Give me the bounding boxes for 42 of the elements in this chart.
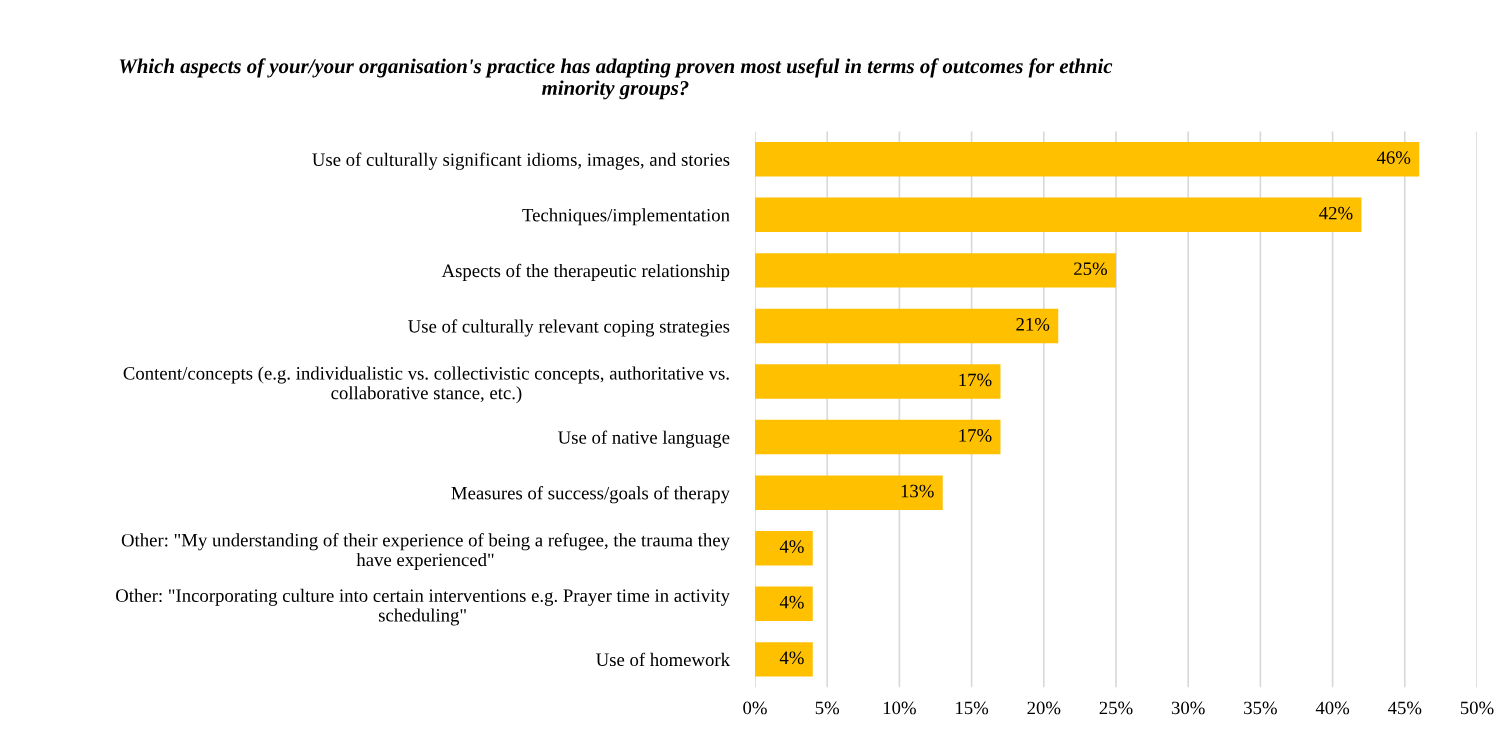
x-tick-label: 40% (1315, 701, 1350, 715)
bar (755, 475, 943, 510)
y-tick-label: Other: "Incorporating culture into certain interventions e.g. Prayer time in activity scheduling" (116, 588, 730, 626)
y-tick-label: Other: "My understanding of their experience of being a refugee, the trauma they have experienced" (121, 533, 730, 570)
data-label: 17% (959, 429, 992, 442)
x-tick-label: 0% (743, 701, 767, 715)
chart-title: Which aspects of your/your organisation's practice has adapting proven most useful in terms of outcomes for ethnic minority groups? (119, 58, 1113, 100)
y-tick-label: Use of native language (558, 430, 730, 448)
data-label: 42% (1319, 206, 1353, 220)
data-label: 4% (779, 651, 804, 665)
data-label: 46% (1376, 151, 1411, 164)
x-tick-label: 25% (1099, 701, 1133, 715)
x-tick-label: 5% (815, 701, 840, 715)
bar (755, 419, 1001, 455)
data-label: 21% (1016, 317, 1050, 331)
y-tick-label: Use of homework (596, 652, 730, 667)
bar (755, 642, 813, 677)
x-tick-label: 50% (1460, 701, 1494, 715)
x-tick-label: 20% (1027, 701, 1061, 715)
bar (755, 364, 1001, 399)
x-tick-label: 15% (956, 701, 989, 715)
y-tick-label: Content/concepts (e.g. individualistic vs. collectivistic concepts, authoritative vs. collaborative stance, etc.) (123, 366, 729, 404)
y-tick-label: Techniques/implementation (522, 208, 730, 226)
y-tick-label: Use of culturally relevant coping strategies (408, 319, 730, 337)
bar (755, 141, 1420, 177)
data-label: 4% (779, 540, 804, 553)
data-label: 17% (959, 373, 992, 387)
y-tick-label: Measures of success/goals of therapy (451, 486, 730, 504)
y-tick-label: Use of culturally significant idioms, images, and stories (312, 152, 730, 170)
data-label: 4% (779, 595, 804, 609)
x-tick-label: 45% (1387, 701, 1422, 715)
bar (755, 253, 1116, 288)
bar (755, 531, 813, 566)
bar (755, 586, 813, 622)
x-tick-label: 35% (1244, 701, 1277, 715)
x-tick-label: 30% (1171, 701, 1205, 715)
data-label: 25% (1074, 262, 1108, 276)
x-tick-label: 10% (883, 701, 916, 715)
bar (755, 197, 1362, 233)
y-tick-label: Aspects of the therapeutic relationship (441, 263, 730, 281)
data-label: 13% (901, 484, 934, 498)
bar (755, 308, 1059, 344)
